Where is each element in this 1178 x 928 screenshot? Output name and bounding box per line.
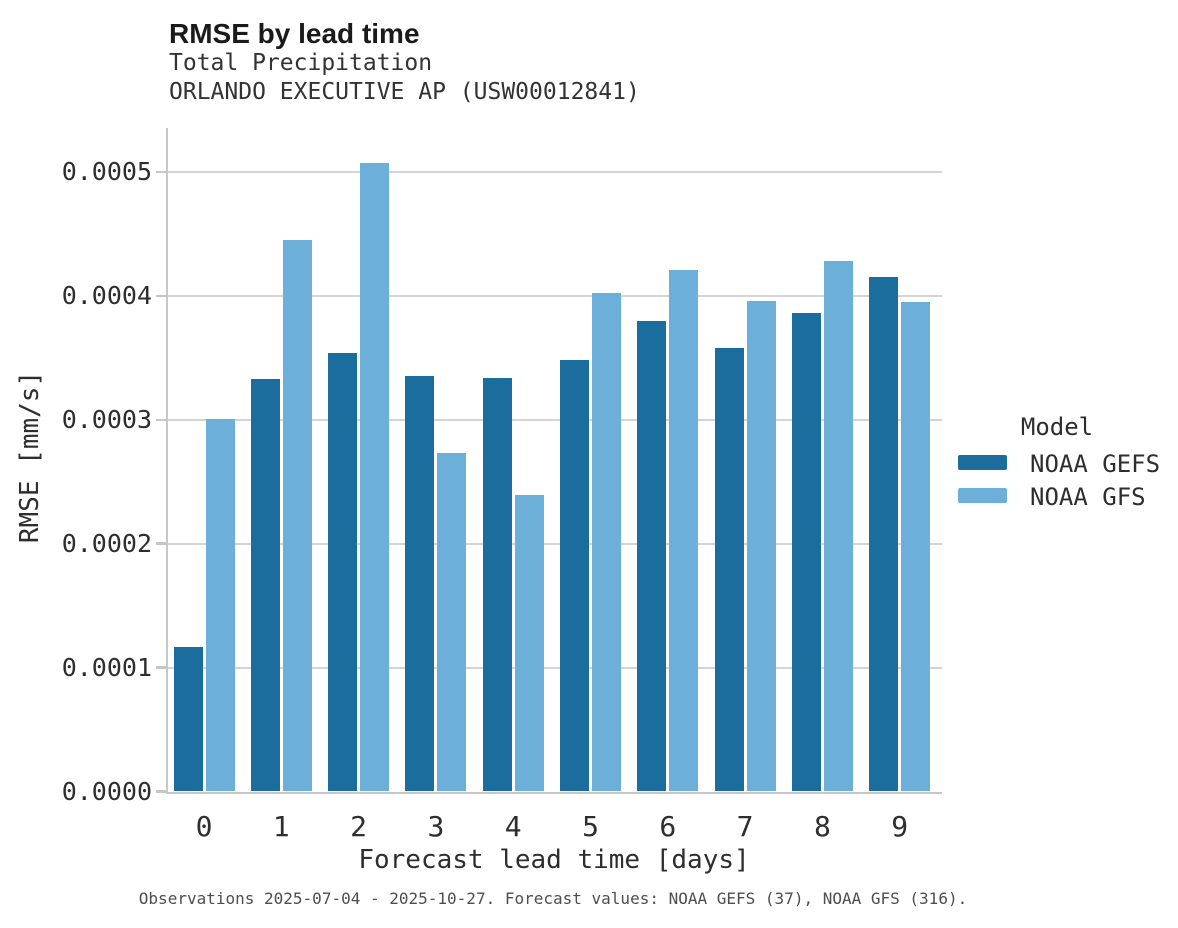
bar-noaa-gefs-day-0 [173,646,203,792]
x-tick-label: 7 [736,810,754,843]
chart-title: RMSE by lead time [169,18,420,49]
bar-noaa-gfs-day-6 [669,269,699,792]
y-tick-mark [156,170,166,174]
y-tick-mark [156,418,166,422]
bar-noaa-gfs-day-1 [282,240,312,792]
x-tick-label: 0 [195,810,213,843]
chart-subtitle-variable: Total Precipitation [169,50,433,76]
bar-noaa-gfs-day-2 [360,163,390,792]
y-tick-label: 0.0001 [61,652,152,682]
bar-noaa-gefs-day-1 [250,378,280,792]
x-axis-line [165,791,942,794]
x-tick-label: 5 [582,810,599,843]
bar-noaa-gefs-day-7 [714,347,744,792]
legend-label-noaa-gfs: NOAA GFS [1030,483,1146,511]
chart-subtitle-station: ORLANDO EXECUTIVE AP (USW00012841) [169,79,640,105]
x-tick-label: 8 [813,810,831,843]
y-tick-label: 0.0003 [61,404,152,434]
y-axis-line [165,128,168,794]
bar-noaa-gfs-day-4 [514,495,544,792]
legend-label-noaa-gefs: NOAA GEFS [1030,450,1161,478]
y-tick-mark [156,294,166,298]
bar-noaa-gefs-day-3 [405,376,435,792]
bar-noaa-gefs-day-5 [560,360,589,792]
x-tick-label: 3 [427,810,445,843]
bar-noaa-gfs-day-3 [437,453,467,792]
gridline [167,418,942,421]
gridline [167,294,942,297]
bar-noaa-gefs-day-2 [328,352,358,792]
bar-noaa-gfs-day-8 [823,261,853,792]
bar-noaa-gfs-day-5 [592,293,621,792]
y-axis-title: RMSE [mm/s] [15,370,45,544]
bar-noaa-gfs-day-9 [901,302,931,792]
bar-noaa-gfs-day-0 [205,418,235,792]
gridline [167,171,942,173]
gridline [167,666,942,669]
bar-noaa-gefs-day-8 [791,313,821,792]
bar-noaa-gefs-day-6 [637,320,667,792]
x-axis-title: Forecast lead time [days] [358,845,750,875]
x-tick-label: 9 [891,810,909,843]
bar-noaa-gefs-day-4 [482,377,512,792]
y-tick-label: 0.0004 [61,280,152,310]
x-tick-label: 6 [659,810,677,843]
y-tick-mark [156,542,166,545]
legend-title: Model [1020,413,1094,441]
y-tick-mark [156,790,166,793]
y-tick-label: 0.0002 [61,528,152,558]
gridline [167,542,942,545]
x-tick-label: 1 [272,810,290,843]
caption: Observations 2025-07-04 - 2025-10-27. Fo… [138,889,968,908]
y-tick-label: 0.0005 [61,157,152,186]
legend-swatch-noaa-gefs [958,455,1007,470]
y-tick-label: 0.0000 [61,776,152,806]
x-tick-label: 4 [504,810,522,843]
bar-noaa-gefs-day-9 [869,277,899,792]
y-tick-mark [156,666,166,669]
legend-swatch-noaa-gfs [958,488,1007,503]
x-tick-label: 2 [350,810,368,843]
bar-noaa-gfs-day-7 [746,300,776,792]
